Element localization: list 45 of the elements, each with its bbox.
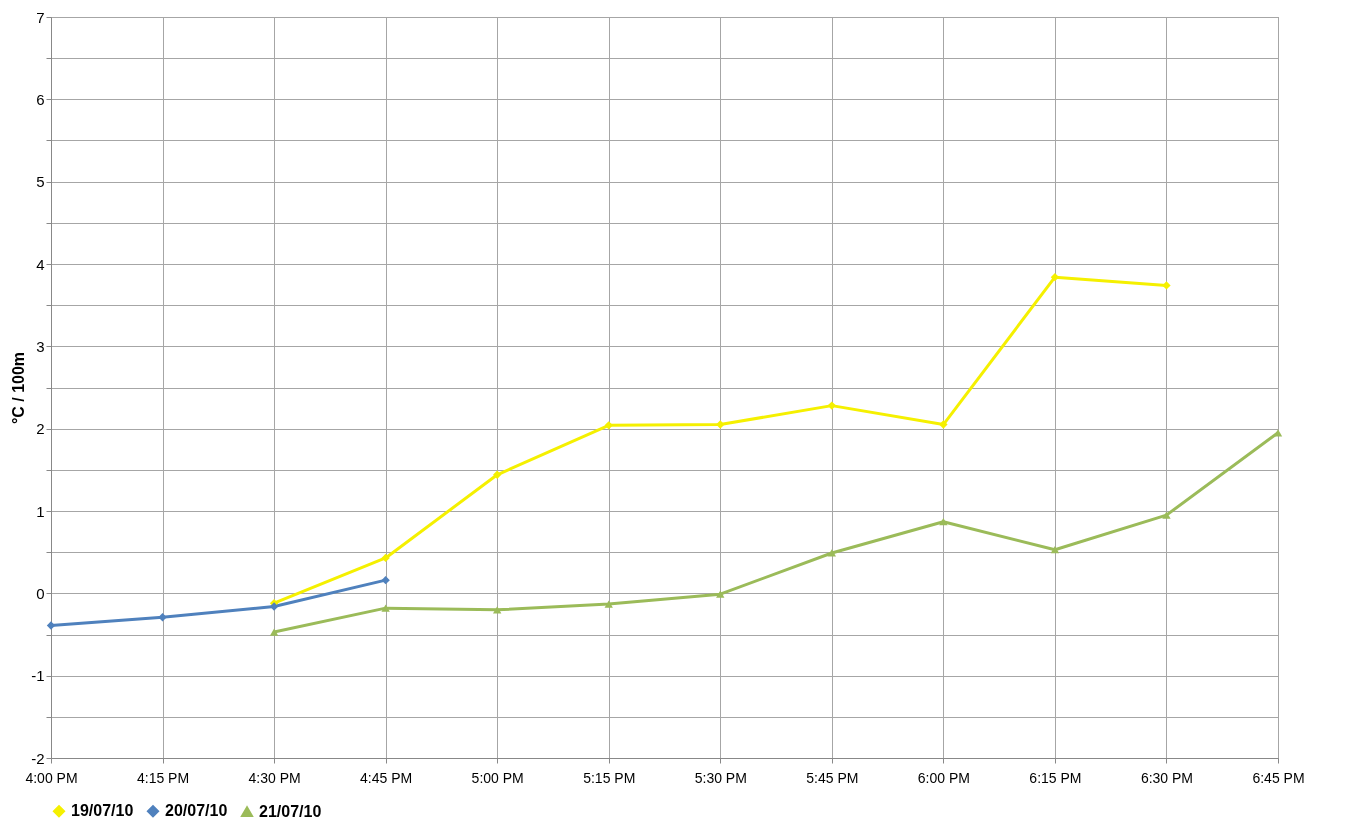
x-tick-label: 6:30 PM [1140,769,1194,786]
y-tick-label: 3 [36,337,45,355]
legend-label: 20/07/10 [165,802,228,820]
x-tick-label: 6:15 PM [1029,769,1082,786]
point [493,606,502,614]
x-tick-label: 4:45 PM [360,769,413,786]
x-tick-label: 4:30 PM [248,769,301,786]
x-tick-label: 5:15 PM [583,769,636,786]
point [46,621,56,630]
legend-label: 19/07/10 [71,802,134,820]
point [493,470,502,479]
point [716,420,725,429]
point [381,553,390,563]
point [269,628,279,636]
y-tick-label: 1 [36,502,45,520]
y-tick-label: 0 [36,584,45,602]
point [1162,511,1171,519]
point [381,604,390,612]
point [939,420,948,429]
y-tick-label: 7 [36,8,45,26]
x-tick-label: 4:15 PM [136,769,190,786]
point [1050,546,1060,554]
x-tick-label: 6:00 PM [917,769,970,786]
y-tick-label: 4 [36,255,45,273]
y-tick-label: 2 [36,420,45,438]
legend-label: 21/07/10 [259,802,322,820]
point [604,421,613,430]
point [827,401,836,410]
y-axis-title: °C / 100m [10,351,28,425]
x-tick-label: 5:45 PM [806,769,859,786]
x-tick-label: 5:30 PM [694,769,747,786]
point [1162,281,1171,290]
y-tick-label: 5 [36,173,45,191]
y-tick-label: 6 [36,90,45,108]
point [381,575,390,585]
x-tick-label: 5:00 PM [471,769,524,786]
y-tick-label: -1 [31,667,45,685]
point [939,518,948,526]
point [604,600,613,608]
x-tick-label: 4:00 PM [25,769,78,786]
point [716,590,725,598]
point [158,613,167,622]
y-tick-label: -2 [31,749,45,767]
point [827,549,836,557]
x-tick-label: 6:45 PM [1252,769,1305,786]
